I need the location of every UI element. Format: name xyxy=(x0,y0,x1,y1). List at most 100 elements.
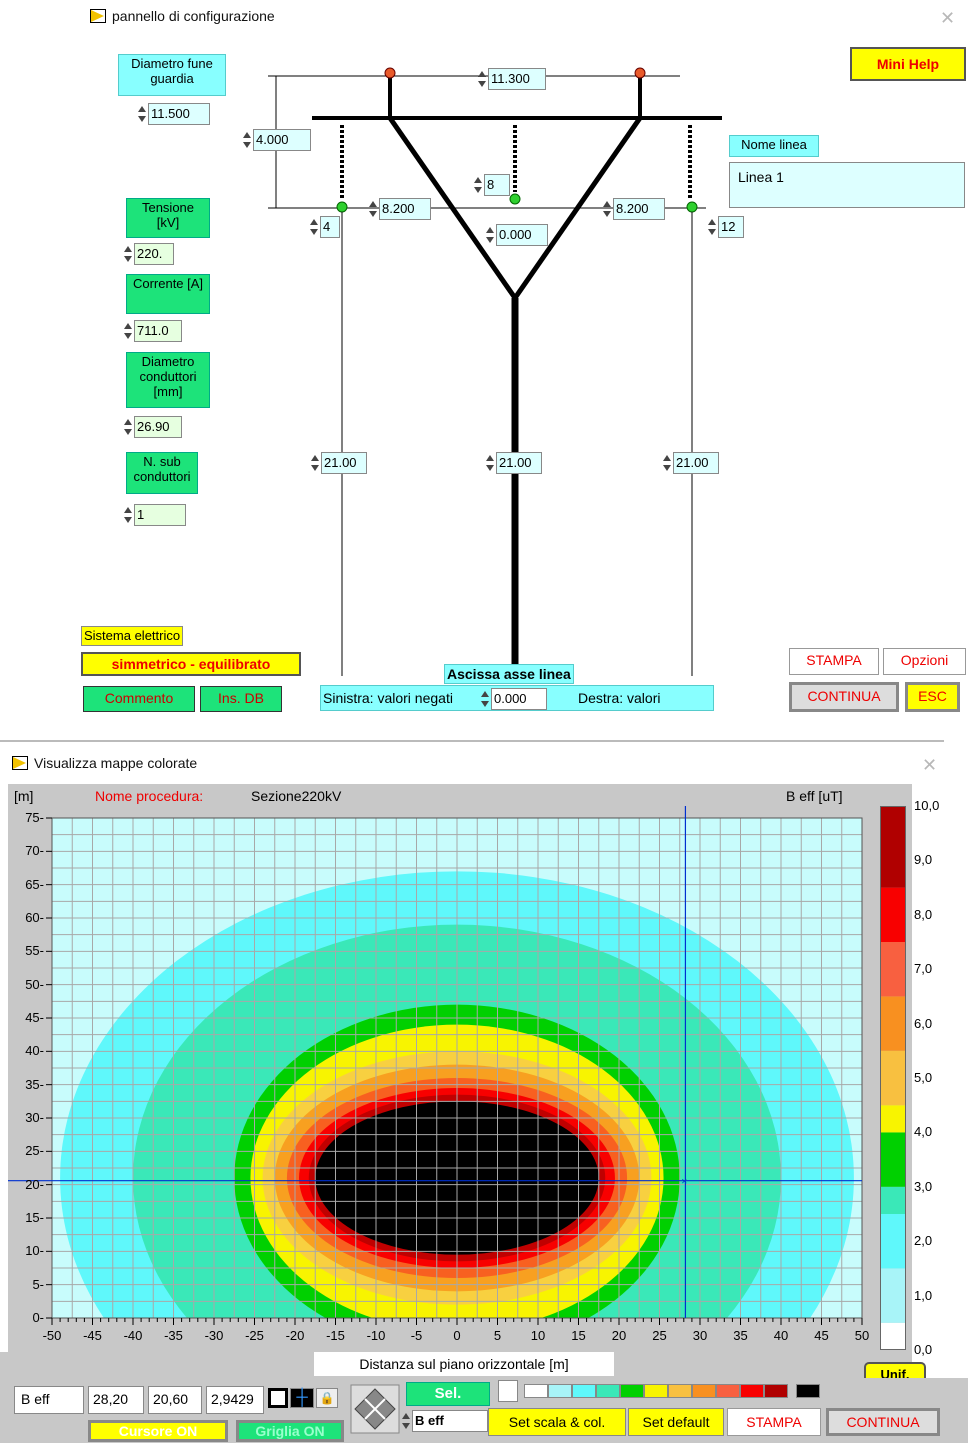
palette-swatch[interactable] xyxy=(740,1384,764,1398)
colorbar-tick-label: 8,0 xyxy=(914,906,933,922)
griglia-on-button[interactable]: Griglia ON xyxy=(236,1420,344,1442)
colorbar-segment xyxy=(880,887,906,942)
pan-navigator-icon[interactable] xyxy=(350,1384,400,1434)
sistema-selector[interactable]: simmetrico - equilibrato xyxy=(81,652,301,676)
right-index-value[interactable]: 12 xyxy=(718,216,744,238)
corrente-control[interactable]: 711.0 xyxy=(124,320,182,342)
spin-icon[interactable] xyxy=(369,199,377,219)
ins-db-button[interactable]: Ins. DB xyxy=(200,686,282,712)
spin-icon[interactable] xyxy=(311,453,319,473)
conductor-right xyxy=(686,201,698,213)
map-continua-button[interactable]: CONTINUA xyxy=(826,1408,940,1436)
palette-swatch[interactable] xyxy=(764,1384,788,1398)
lock-icon[interactable]: 🔒 xyxy=(316,1388,338,1408)
center-index-value[interactable]: 8 xyxy=(484,174,510,196)
cursor-style-icon[interactable] xyxy=(268,1388,288,1408)
diametro-fune-value[interactable]: 11.500 xyxy=(148,103,210,125)
diametro-fune-control[interactable]: 11.500 xyxy=(138,103,210,125)
continua-button[interactable]: CONTINUA xyxy=(789,682,899,712)
y-tick-label: 5- xyxy=(32,1276,44,1292)
center-offset-control[interactable]: 0.000 xyxy=(486,224,548,246)
height-center-value[interactable]: 21.00 xyxy=(496,452,542,474)
right-index-control[interactable]: 12 xyxy=(708,216,744,238)
guard-height-control[interactable]: 4.000 xyxy=(243,129,311,151)
diametro-conduttori-value[interactable]: 26.90 xyxy=(134,416,182,438)
color-palette[interactable] xyxy=(498,1380,820,1402)
nome-linea-label: Nome linea xyxy=(729,135,819,157)
palette-swatch[interactable] xyxy=(620,1384,644,1398)
corrente-value[interactable]: 711.0 xyxy=(134,320,182,342)
spin-icon[interactable] xyxy=(243,130,251,150)
height-center-control[interactable]: 21.00 xyxy=(486,452,542,474)
left-offset-value[interactable]: 8.200 xyxy=(379,198,431,220)
set-default-button[interactable]: Set default xyxy=(628,1408,724,1436)
spin-icon[interactable] xyxy=(478,69,486,89)
tensione-value[interactable]: 220. xyxy=(134,243,174,265)
palette-swatch[interactable] xyxy=(572,1384,596,1398)
palette-swatch[interactable] xyxy=(668,1384,692,1398)
close-icon[interactable]: ✕ xyxy=(922,755,938,775)
stampa-button[interactable]: STAMPA xyxy=(789,648,879,675)
spin-icon[interactable] xyxy=(486,225,494,245)
spin-icon[interactable] xyxy=(481,689,489,709)
diametro-conduttori-control[interactable]: 26.90 xyxy=(124,416,182,438)
guard-height-value[interactable]: 4.000 xyxy=(253,129,311,151)
palette-swatch[interactable] xyxy=(644,1384,668,1398)
spin-icon[interactable] xyxy=(138,104,146,124)
x-tick-label: 45 xyxy=(814,1328,829,1343)
cursore-on-button[interactable]: Cursore ON xyxy=(88,1420,228,1442)
sel-value[interactable]: B eff xyxy=(412,1410,488,1432)
crosshair-icon[interactable]: ┼ xyxy=(290,1388,314,1408)
nome-linea-input[interactable]: Linea 1 xyxy=(729,162,965,208)
height-right-value[interactable]: 21.00 xyxy=(673,452,719,474)
spin-icon[interactable] xyxy=(124,321,132,341)
palette-swatch[interactable] xyxy=(692,1384,716,1398)
left-index-value[interactable]: 4 xyxy=(320,216,340,238)
ascissa-control[interactable]: 0.000 xyxy=(481,688,547,710)
commento-button[interactable]: Commento xyxy=(83,686,195,712)
spin-icon[interactable] xyxy=(402,1411,410,1431)
corrente-label: Corrente [A] xyxy=(126,274,210,314)
palette-swatch[interactable] xyxy=(498,1380,518,1402)
heatmap-plot[interactable]: × xyxy=(8,806,872,1352)
spin-icon[interactable] xyxy=(603,199,611,219)
spin-icon[interactable] xyxy=(310,217,318,237)
map-title-text: Visualizza mappe colorate xyxy=(34,755,198,771)
x-axis-ticks: -50 -45 -40 -35 -30 -25 -20 -15 -10 -5 0 5 10 15 20 25 3… xyxy=(8,1328,872,1348)
mini-help-button[interactable]: Mini Help xyxy=(850,47,966,81)
spin-icon[interactable] xyxy=(124,244,132,264)
left-index-control[interactable]: 4 xyxy=(310,216,340,238)
palette-swatch[interactable] xyxy=(716,1384,740,1398)
spin-icon[interactable] xyxy=(663,453,671,473)
center-offset-value[interactable]: 0.000 xyxy=(496,224,548,246)
y-tick-label: 45- xyxy=(25,1010,44,1025)
center-index-control[interactable]: 8 xyxy=(474,174,510,196)
sel-control[interactable]: B eff xyxy=(402,1410,488,1432)
guard-spacing-control[interactable]: 11.300 xyxy=(478,68,546,90)
guard-spacing-value[interactable]: 11.300 xyxy=(488,68,546,90)
left-offset-control[interactable]: 8.200 xyxy=(369,198,431,220)
spin-icon[interactable] xyxy=(708,217,716,237)
height-left-control[interactable]: 21.00 xyxy=(311,452,367,474)
close-icon[interactable]: ✕ xyxy=(940,8,956,28)
set-scala-button[interactable]: Set scala & col. xyxy=(488,1408,626,1436)
opzioni-button[interactable]: Opzioni xyxy=(883,648,966,675)
right-offset-control[interactable]: 8.200 xyxy=(603,198,665,220)
palette-swatch[interactable] xyxy=(796,1384,820,1398)
height-right-control[interactable]: 21.00 xyxy=(663,452,719,474)
height-left-value[interactable]: 21.00 xyxy=(321,452,367,474)
palette-swatch[interactable] xyxy=(548,1384,572,1398)
palette-swatch[interactable] xyxy=(524,1384,548,1398)
spin-icon[interactable] xyxy=(124,417,132,437)
spin-icon[interactable] xyxy=(486,453,494,473)
ascissa-value[interactable]: 0.000 xyxy=(491,688,547,710)
spin-icon[interactable] xyxy=(474,175,482,195)
spin-icon[interactable] xyxy=(124,505,132,525)
palette-swatch[interactable] xyxy=(596,1384,620,1398)
esc-button[interactable]: ESC xyxy=(905,682,960,712)
nsub-value[interactable]: 1 xyxy=(134,504,186,526)
tensione-control[interactable]: 220. xyxy=(124,243,174,265)
nsub-control[interactable]: 1 xyxy=(124,504,186,526)
right-offset-value[interactable]: 8.200 xyxy=(613,198,665,220)
map-stampa-button[interactable]: STAMPA xyxy=(727,1408,821,1436)
